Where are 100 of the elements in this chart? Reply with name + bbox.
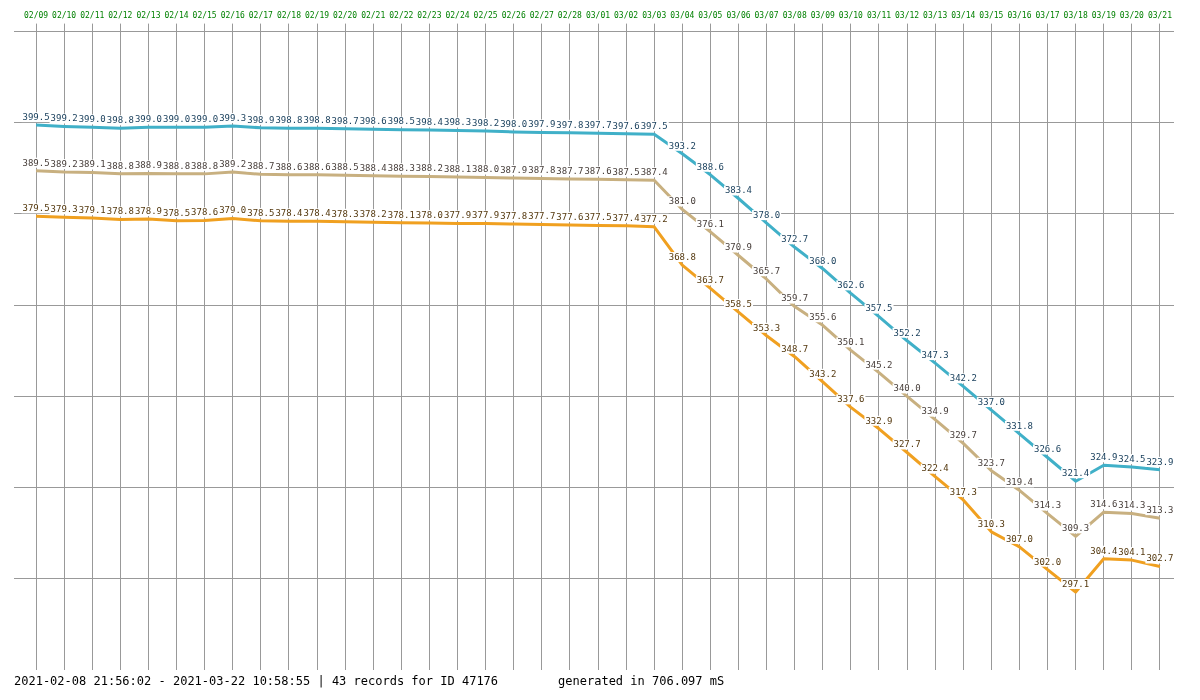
- data-label: 302.7: [1146, 553, 1174, 564]
- data-label: 388.6: [303, 161, 331, 172]
- data-label: 376.1: [696, 218, 724, 229]
- data-label: 322.4: [921, 463, 949, 474]
- data-label: 319.4: [1005, 477, 1034, 488]
- data-label: 324.5: [1118, 453, 1146, 464]
- data-label: 348.7: [781, 343, 809, 354]
- x-tick-label: 02/23: [417, 10, 442, 20]
- data-label: 379.5: [22, 203, 50, 214]
- data-label: 331.8: [1005, 420, 1034, 431]
- data-label: 368.0: [809, 255, 837, 266]
- x-tick-label: 03/01: [585, 10, 611, 20]
- data-label: 324.9: [1090, 452, 1118, 463]
- data-label: 383.4: [724, 185, 753, 196]
- data-label: 307.0: [1005, 533, 1034, 544]
- data-label: 399.5: [22, 111, 50, 122]
- data-label: 314.3: [1118, 500, 1146, 511]
- data-label: 377.6: [556, 211, 584, 222]
- x-tick-label: 02/18: [276, 10, 302, 20]
- data-label: 327.7: [893, 439, 921, 450]
- x-tick-label: 03/12: [895, 10, 920, 20]
- data-label: 399.0: [191, 114, 219, 125]
- data-label: 399.0: [78, 114, 106, 125]
- x-tick-label: 03/03: [642, 10, 667, 20]
- x-tick-label: 02/21: [361, 10, 386, 20]
- data-label: 379.1: [78, 204, 106, 215]
- data-label: 358.5: [724, 298, 753, 309]
- data-label: 398.7: [331, 115, 359, 126]
- data-label: 388.9: [134, 160, 162, 171]
- data-label: 388.1: [443, 163, 472, 174]
- data-label: 388.6: [275, 161, 303, 172]
- data-label: 347.3: [921, 349, 949, 360]
- data-label: 342.2: [949, 373, 977, 384]
- x-tick-label: 03/15: [979, 10, 1004, 20]
- data-label: 377.5: [584, 212, 612, 223]
- data-label: 332.9: [865, 415, 893, 426]
- data-label: 372.7: [781, 234, 809, 245]
- data-label: 398.8: [303, 115, 331, 126]
- data-label: 388.8: [106, 160, 134, 171]
- x-tick-label: 02/09: [24, 10, 49, 20]
- data-label: 343.2: [809, 368, 837, 379]
- data-label: 314.3: [1034, 500, 1062, 511]
- data-label: 304.4: [1090, 545, 1118, 556]
- data-label: 321.4: [1062, 468, 1090, 479]
- x-tick-label: 03/21: [1147, 10, 1173, 20]
- data-label: 398.4: [415, 116, 443, 127]
- x-tick-label: 03/07: [754, 10, 779, 20]
- x-tick-label: 03/10: [838, 10, 864, 20]
- data-label: 378.4: [275, 208, 303, 219]
- data-label: 398.5: [387, 116, 415, 127]
- data-label: 377.9: [472, 210, 500, 221]
- x-tick-label: 02/19: [304, 10, 330, 20]
- data-label: 398.9: [247, 114, 275, 125]
- data-label: 387.9: [500, 164, 528, 175]
- data-label: 378.2: [359, 209, 387, 220]
- x-tick-label: 03/09: [810, 10, 835, 20]
- data-label: 340.0: [893, 383, 921, 394]
- data-label: 398.2: [472, 117, 500, 128]
- data-label: 355.6: [809, 312, 837, 323]
- data-label: 398.6: [359, 116, 387, 127]
- data-label: 353.3: [753, 322, 781, 333]
- x-tick-label: 02/10: [52, 10, 77, 20]
- data-label: 388.8: [191, 160, 219, 171]
- x-tick-label: 03/14: [951, 10, 976, 20]
- data-label: 398.8: [275, 115, 303, 126]
- data-label: 370.9: [724, 242, 753, 253]
- x-tick-label: 03/13: [923, 10, 948, 20]
- data-label: 399.0: [134, 114, 162, 125]
- x-tick-label: 02/12: [108, 10, 133, 20]
- data-label: 323.7: [977, 457, 1005, 468]
- x-tick-label: 02/24: [445, 10, 470, 20]
- data-label: 362.6: [837, 280, 865, 291]
- data-label: 317.3: [949, 486, 977, 497]
- x-tick-label: 03/18: [1063, 10, 1088, 20]
- data-label: 309.3: [1062, 523, 1090, 534]
- data-label: 345.2: [865, 359, 893, 370]
- data-label: 387.4: [640, 167, 668, 178]
- data-label: 387.7: [556, 165, 584, 176]
- data-label: 377.8: [500, 210, 528, 221]
- x-tick-label: 03/02: [614, 10, 639, 20]
- x-tick-label: 02/28: [557, 10, 583, 20]
- data-label: 378.4: [303, 208, 331, 219]
- data-label: 378.8: [106, 206, 134, 217]
- x-tick-label: 02/14: [164, 10, 189, 20]
- data-label: 388.8: [162, 160, 191, 171]
- data-label: 389.1: [78, 159, 106, 170]
- x-tick-label: 03/11: [866, 10, 892, 20]
- data-label: 399.2: [50, 113, 78, 124]
- data-label: 314.6: [1090, 499, 1118, 510]
- x-tick-label: 03/16: [1007, 10, 1032, 20]
- x-tick-label: 03/19: [1091, 10, 1116, 20]
- data-label: 388.0: [472, 164, 500, 175]
- data-label: 378.5: [162, 207, 191, 218]
- data-label: 397.9: [528, 119, 556, 130]
- data-label: 381.0: [668, 196, 696, 207]
- data-label: 378.5: [247, 207, 275, 218]
- data-label: 399.3: [219, 112, 247, 123]
- x-tick-label: 03/20: [1119, 10, 1145, 20]
- data-label: 387.5: [612, 166, 640, 177]
- data-label: 379.3: [50, 204, 78, 215]
